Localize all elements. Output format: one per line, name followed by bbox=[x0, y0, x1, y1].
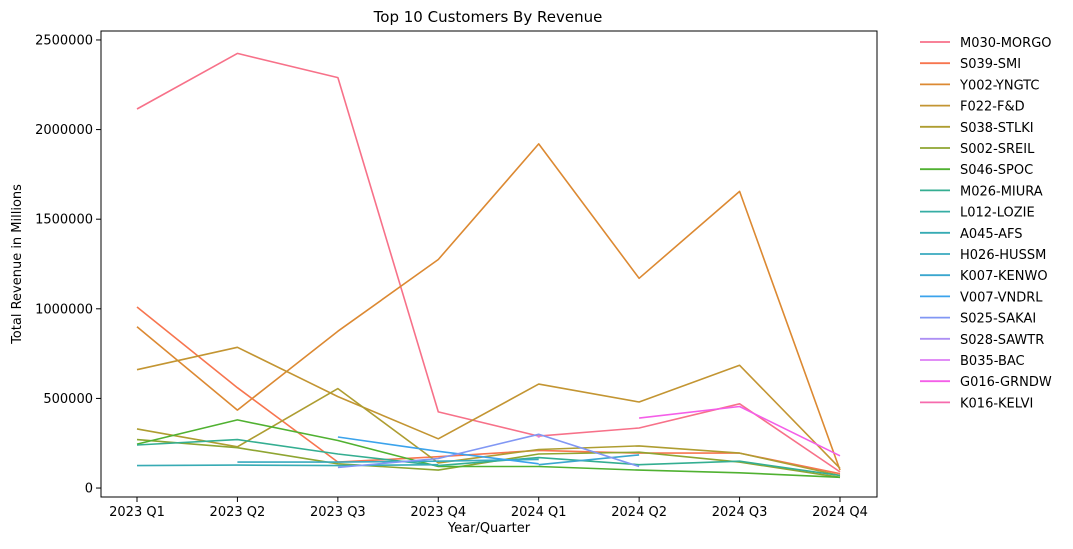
legend-label: S046-SPOC bbox=[960, 163, 1033, 178]
series-layer bbox=[136, 52, 841, 479]
x-tick-label: 2023 Q2 bbox=[210, 505, 266, 520]
legend-label: H026-HUSSM bbox=[960, 248, 1046, 263]
legend-item-k016-kelvi: K016-KELVI bbox=[920, 396, 1033, 411]
legend-item-m026-miura: M026-MIURA bbox=[920, 184, 1043, 199]
legend-item-b035-bac: B035-BAC bbox=[920, 354, 1025, 369]
y-axis: 0 500000 1000000 1500000 2000000 2500000 bbox=[35, 33, 101, 497]
legend-item-s028-sawtr: S028-SAWTR bbox=[920, 333, 1044, 348]
legend-label: S039-SMI bbox=[960, 57, 1021, 72]
x-tick-label: 2024 Q3 bbox=[712, 505, 768, 520]
series-line-s039-smi bbox=[136, 306, 841, 475]
series-line-y002-yngtc bbox=[136, 143, 841, 471]
series-line-s002-sreil bbox=[136, 438, 841, 479]
legend-label: K007-KENWO bbox=[960, 269, 1048, 284]
x-tick-label: 2023 Q1 bbox=[109, 505, 165, 520]
series-line-a045-afs bbox=[136, 463, 439, 467]
legend-label: F022-F&D bbox=[960, 100, 1025, 115]
series-line-s038-stlki bbox=[136, 387, 841, 477]
legend: M030-MORGO S039-SMI Y002-YNGTC F022-F&D S038… bbox=[920, 36, 1052, 411]
legend-label: K016-KELVI bbox=[960, 396, 1033, 411]
y-tick-label: 2500000 bbox=[35, 33, 93, 48]
series-line-h026-hussm bbox=[237, 458, 539, 463]
legend-item-s025-sakai: S025-SAKAI bbox=[920, 312, 1036, 327]
x-tick-label: 2023 Q3 bbox=[310, 505, 366, 520]
x-tick-label: 2023 Q4 bbox=[410, 505, 466, 520]
legend-item-h026-hussm: H026-HUSSM bbox=[920, 248, 1046, 263]
series-line-v007-vndrl bbox=[337, 436, 539, 465]
x-tick-label: 2024 Q1 bbox=[511, 505, 567, 520]
y-tick-label: 0 bbox=[85, 482, 93, 497]
legend-item-s038-stlki: S038-STLKI bbox=[920, 121, 1034, 136]
legend-item-s046-spoc: S046-SPOC bbox=[920, 163, 1033, 178]
x-axis-title: Year/Quarter bbox=[447, 521, 531, 536]
legend-item-f022-f-d: F022-F&D bbox=[920, 100, 1025, 115]
series-line-f022-f-d bbox=[136, 346, 841, 469]
x-axis: 2023 Q1 2023 Q2 2023 Q3 2023 Q4 2024 Q1 2024 … bbox=[109, 497, 868, 520]
x-tick-label: 2024 Q4 bbox=[812, 505, 868, 520]
legend-label: S028-SAWTR bbox=[960, 333, 1044, 348]
legend-label: M030-MORGO bbox=[960, 36, 1052, 51]
legend-label: M026-MIURA bbox=[960, 184, 1043, 199]
legend-label: V007-VNDRL bbox=[960, 290, 1043, 305]
series-line-g016-grndw bbox=[639, 405, 841, 457]
plot-frame bbox=[100, 30, 878, 498]
legend-item-s002-sreil: S002-SREIL bbox=[920, 142, 1035, 157]
legend-item-m030-morgo: M030-MORGO bbox=[920, 36, 1052, 51]
legend-item-k007-kenwo: K007-KENWO bbox=[920, 269, 1048, 284]
legend-label: A045-AFS bbox=[960, 227, 1023, 242]
y-tick-label: 1500000 bbox=[35, 213, 93, 228]
y-tick-label: 500000 bbox=[43, 392, 93, 407]
y-axis-title: Total Revenue in Millions bbox=[10, 184, 25, 345]
series-line-s046-spoc bbox=[136, 419, 841, 479]
legend-item-l012-lozie: L012-LOZIE bbox=[920, 206, 1035, 221]
legend-label: S025-SAKAI bbox=[960, 312, 1036, 327]
legend-item-s039-smi: S039-SMI bbox=[920, 57, 1021, 72]
legend-item-g016-grndw: G016-GRNDW bbox=[920, 375, 1052, 390]
legend-label: S002-SREIL bbox=[960, 142, 1035, 157]
series-line-m026-miura bbox=[136, 438, 841, 477]
chart-title: Top 10 Customers By Revenue bbox=[373, 8, 603, 26]
legend-label: Y002-YNGTC bbox=[959, 78, 1039, 93]
series-line-k007-kenwo bbox=[538, 454, 640, 466]
series-line-m030-morgo bbox=[136, 52, 841, 473]
legend-item-a045-afs: A045-AFS bbox=[920, 227, 1023, 242]
y-tick-label: 1000000 bbox=[35, 302, 93, 317]
legend-item-y002-yngtc: Y002-YNGTC bbox=[920, 78, 1039, 93]
legend-item-v007-vndrl: V007-VNDRL bbox=[920, 290, 1043, 305]
legend-label: B035-BAC bbox=[960, 354, 1025, 369]
y-tick-label: 2000000 bbox=[35, 123, 93, 138]
plot-area: 0 500000 1000000 1500000 2000000 2500000 2023… bbox=[35, 30, 878, 520]
legend-label: L012-LOZIE bbox=[960, 206, 1035, 221]
legend-label: G016-GRNDW bbox=[960, 375, 1052, 390]
legend-label: S038-STLKI bbox=[960, 121, 1034, 136]
series-line-s025-sakai bbox=[337, 433, 640, 469]
x-tick-label: 2024 Q2 bbox=[611, 505, 667, 520]
